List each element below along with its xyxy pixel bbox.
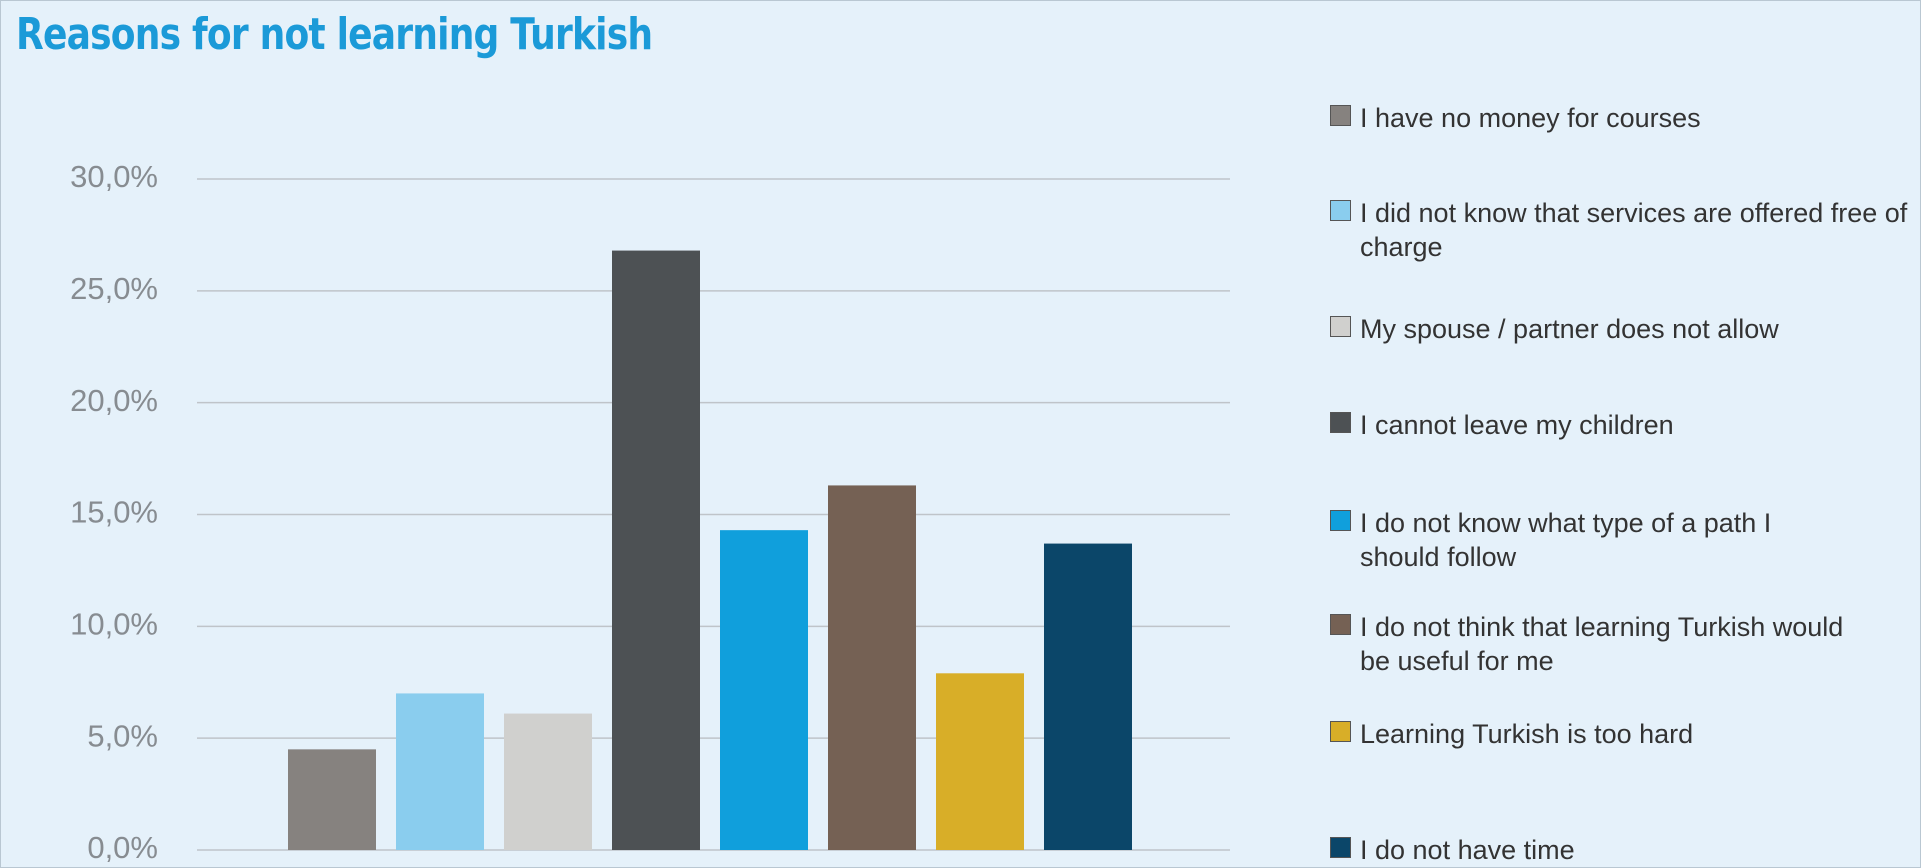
legend-label: My spouse / partner does not allow (1360, 314, 1779, 344)
bar (612, 250, 700, 850)
y-tick-label: 5,0% (87, 718, 158, 753)
bar (936, 673, 1024, 850)
bar (396, 693, 484, 850)
legend-item: I cannot leave my children (1330, 408, 1920, 442)
legend-swatch (1330, 837, 1351, 858)
y-tick-label: 10,0% (70, 607, 158, 642)
legend-swatch (1330, 721, 1351, 742)
legend-swatch (1330, 412, 1351, 433)
legend-swatch (1330, 200, 1351, 221)
legend-item: Learning Turkish is too hard (1330, 717, 1920, 751)
legend-item: My spouse / partner does not allow (1330, 312, 1920, 346)
legend-swatch (1330, 510, 1351, 531)
bar (828, 485, 916, 850)
legend-label: I did not know that services are offered… (1360, 198, 1908, 262)
y-tick-label: 0,0% (87, 830, 158, 865)
y-tick-label: 15,0% (70, 495, 158, 530)
y-tick-label: 20,0% (70, 383, 158, 418)
legend-label: Learning Turkish is too hard (1360, 719, 1694, 749)
legend-label: I do not know what type of a path I shou… (1360, 508, 1772, 572)
legend-swatch (1330, 614, 1351, 635)
bar (720, 530, 808, 850)
y-tick-label: 30,0% (70, 159, 158, 194)
legend-item: I did not know that services are offered… (1330, 196, 1920, 264)
legend-label: I do not have time (1360, 835, 1575, 865)
bar (504, 713, 592, 850)
bar (1044, 543, 1132, 850)
legend-item: I do not think that learning Turkish wou… (1330, 610, 1850, 678)
legend-item: I do not know what type of a path I shou… (1330, 506, 1840, 574)
legend-item: I do not have time (1330, 833, 1920, 867)
chart-title: Reasons for not learning Turkish (16, 9, 653, 60)
legend-label: I cannot leave my children (1360, 410, 1674, 440)
legend-label: I do not think that learning Turkish wou… (1360, 612, 1844, 676)
legend-item: I have no money for courses (1330, 101, 1920, 135)
y-tick-label: 25,0% (70, 271, 158, 306)
bar (288, 749, 376, 850)
legend-swatch (1330, 316, 1351, 337)
legend-swatch (1330, 105, 1351, 126)
legend-label: I have no money for courses (1360, 103, 1701, 133)
